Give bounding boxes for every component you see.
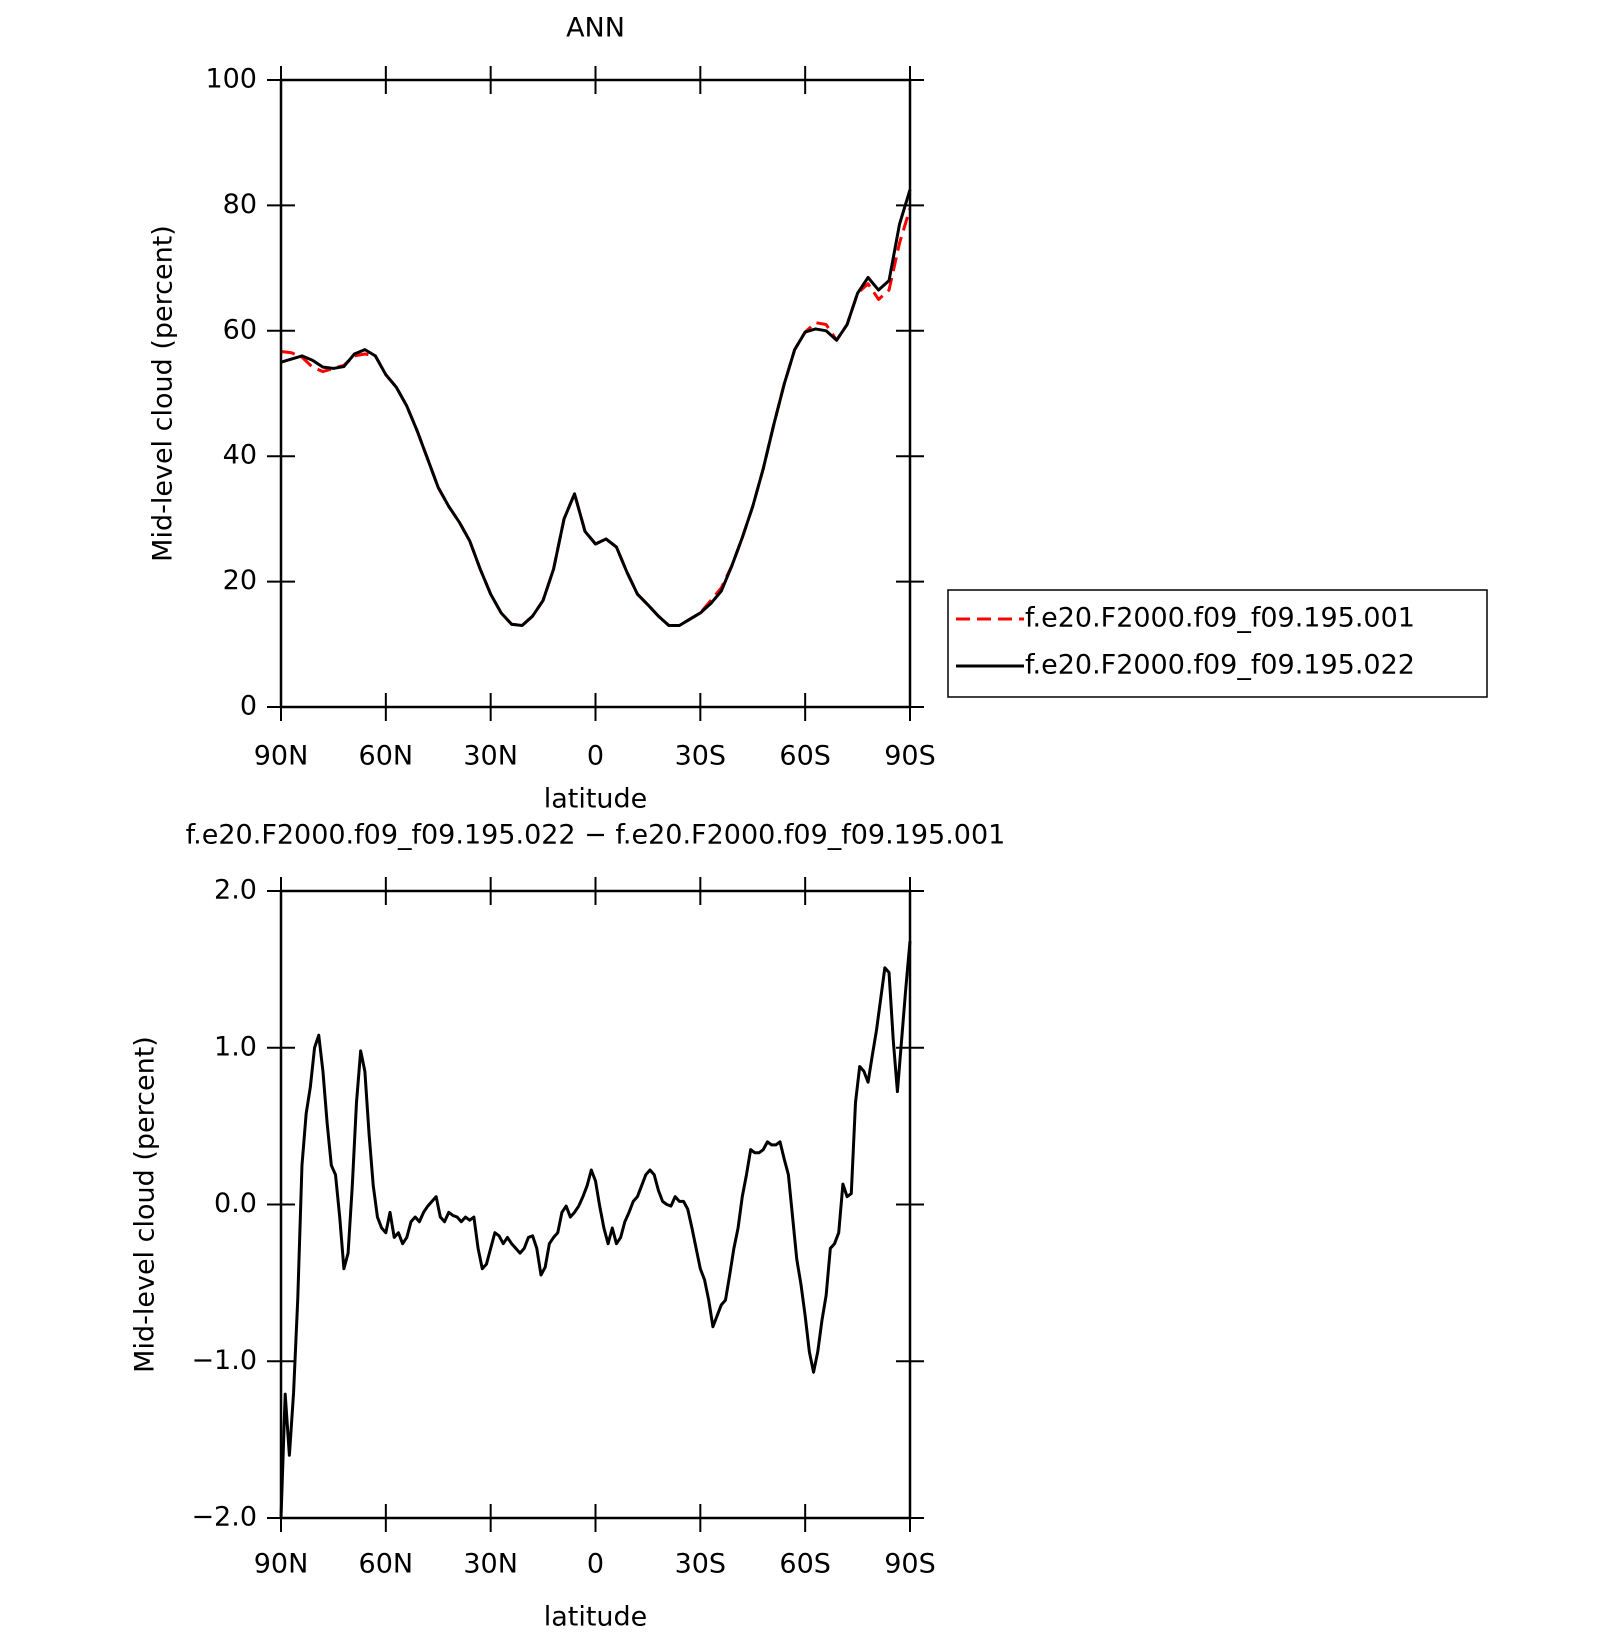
y-tick-label: 2.0 (214, 875, 257, 906)
chart-title: f.e20.F2000.f09_f09.195.022 − f.e20.F200… (186, 820, 1006, 851)
y-tick-label: 100 (205, 64, 257, 95)
legend-box (947, 589, 1488, 698)
data-line (280, 189, 912, 627)
x-tick-label: 30S (675, 741, 727, 772)
data-line (279, 941, 912, 1519)
x-axis-label: latitude (544, 784, 648, 815)
x-tick-label: 60N (359, 741, 414, 772)
plot-frame (279, 78, 912, 709)
y-axis-label: Mid-level cloud (percent) (148, 225, 179, 562)
y-tick-label: 80 (223, 189, 257, 220)
x-tick-label: 90S (884, 1549, 936, 1580)
legend-label: f.e20.F2000.f09_f09.195.022 (1025, 650, 1415, 681)
chart-title: ANN (566, 13, 625, 44)
x-tick-label: 60S (779, 741, 831, 772)
x-tick-label: 30S (675, 1549, 727, 1580)
plot-frame (279, 889, 912, 1520)
x-tick-label: 60N (359, 1549, 414, 1580)
x-tick-label: 60S (779, 1549, 831, 1580)
y-tick-label: 0.0 (214, 1188, 257, 1219)
x-tick-label: 0 (587, 741, 604, 772)
y-tick-label: 60 (223, 314, 257, 345)
x-tick-label: 90S (884, 741, 936, 772)
y-axis-label: Mid-level cloud (percent) (130, 1036, 161, 1373)
x-tick-label: 90N (254, 741, 309, 772)
y-tick-label: −1.0 (191, 1345, 257, 1376)
x-axis-label: latitude (544, 1602, 648, 1633)
y-tick-label: 20 (223, 565, 257, 596)
x-tick-label: 30N (463, 1549, 518, 1580)
x-tick-label: 90N (254, 1549, 309, 1580)
y-tick-label: 40 (223, 440, 257, 471)
x-tick-label: 30N (463, 741, 518, 772)
y-tick-label: 1.0 (214, 1031, 257, 1062)
legend-label: f.e20.F2000.f09_f09.195.001 (1025, 603, 1415, 634)
y-tick-label: 0 (240, 691, 257, 722)
data-line (280, 208, 912, 627)
y-tick-label: −2.0 (191, 1502, 257, 1533)
x-tick-label: 0 (587, 1549, 604, 1580)
